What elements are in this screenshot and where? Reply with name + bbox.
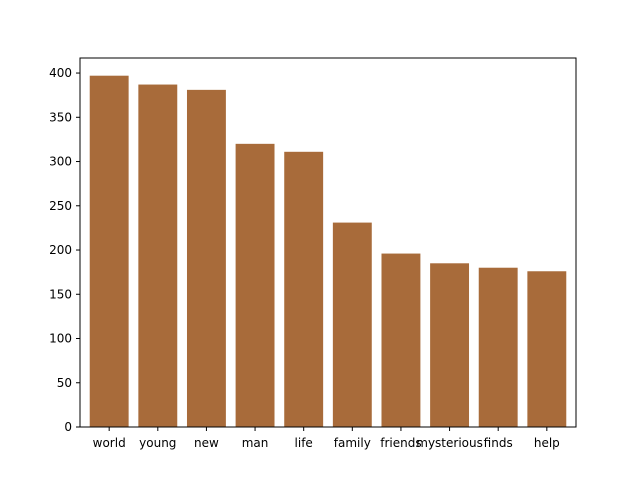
x-axis: world young new man life family friendsmysteri…	[93, 427, 560, 450]
x-tick-label: help	[534, 436, 560, 450]
y-tick-label: 100	[49, 332, 72, 346]
x-tick-label: world	[93, 436, 126, 450]
x-tick-label: family	[334, 436, 371, 450]
bar-life	[284, 151, 324, 427]
x-tick-label: finds	[484, 436, 513, 450]
x-tick-label: mysterious	[416, 436, 483, 450]
y-tick-label: 300	[49, 155, 72, 169]
y-tick-label: 400	[49, 66, 72, 80]
y-tick-label: 200	[49, 243, 72, 257]
bar-new	[186, 89, 226, 428]
x-tick-label: young	[139, 436, 176, 450]
y-tick-label: 250	[49, 199, 72, 213]
y-tick-label: 150	[49, 287, 72, 301]
y-axis: 0 50 100 150 200 250 300 350 400	[49, 66, 80, 434]
x-tick-label: new	[194, 436, 219, 450]
bar-mysterious	[430, 263, 470, 427]
bar-family	[332, 222, 372, 427]
y-tick-label: 0	[64, 420, 72, 434]
bar-finds	[478, 267, 518, 427]
y-tick-label: 50	[57, 376, 72, 390]
bar-help	[527, 271, 567, 427]
bars-layer	[89, 75, 567, 428]
plot-area-frame	[79, 57, 577, 428]
bar-world	[89, 75, 129, 427]
x-tick-label: life	[295, 436, 313, 450]
x-tick-label: man	[242, 436, 269, 450]
x-tick-label: friends	[380, 436, 421, 450]
bar-man	[235, 143, 275, 427]
y-tick-label: 350	[49, 110, 72, 124]
bar-friends	[381, 253, 421, 427]
bar-young	[138, 84, 178, 428]
